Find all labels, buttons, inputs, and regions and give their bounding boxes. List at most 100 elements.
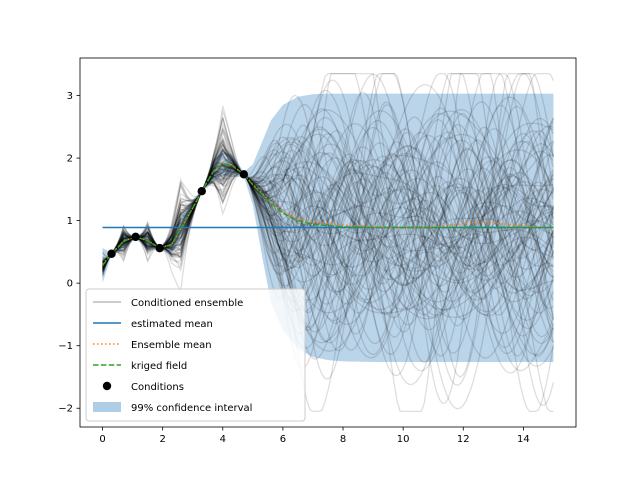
ensemble-realization (102, 127, 554, 360)
x-tick-label: 6 (280, 434, 286, 445)
ensemble-realization (102, 105, 554, 349)
y-tick-label: −1 (58, 341, 73, 352)
ensemble-realization (101, 72, 555, 354)
ensemble-realization (102, 136, 555, 352)
ensemble-realization (101, 134, 555, 374)
x-tick-label: 14 (517, 434, 530, 445)
ensemble-realization (102, 72, 555, 378)
ensemble-realization (102, 166, 554, 272)
ensemble-realization (102, 126, 555, 312)
ensemble-realization (102, 151, 554, 294)
mean-line-layer (101, 162, 554, 267)
ensemble-realization (101, 72, 554, 369)
ensemble-realization (102, 147, 555, 292)
ensemble-realization (101, 91, 554, 364)
ensemble-realization (101, 144, 555, 277)
plot-area (101, 72, 555, 413)
ensemble-realization (102, 116, 555, 359)
ensemble-realization (102, 132, 555, 276)
ensemble-realization (101, 136, 555, 321)
condition-point (131, 232, 140, 242)
ensemble-realization (101, 101, 554, 413)
ensemble-realization (102, 121, 555, 311)
ensemble-realization (102, 137, 555, 335)
ensemble-realization (101, 163, 555, 303)
ensemble-realization (102, 120, 554, 328)
condition-point (239, 170, 249, 179)
y-tick-label: −2 (58, 404, 73, 415)
ensemble-realization (101, 72, 554, 372)
x-tick-label: 8 (340, 434, 346, 445)
ensemble-realization (102, 159, 554, 318)
legend-label: kriged field (131, 361, 187, 372)
ensemble-realization (101, 101, 555, 406)
ensemble-realization (102, 167, 555, 330)
ensemble-realization (101, 89, 555, 310)
ensemble-realization (101, 113, 555, 367)
legend: Conditioned ensemble estimated mean Ensemb… (85, 288, 306, 422)
ensemble-realization (101, 121, 555, 345)
ensemble-realization (101, 94, 554, 357)
ensemble-realization (102, 105, 555, 327)
ensemble-realization (101, 72, 555, 410)
ensemble-realization (102, 139, 554, 314)
x-tick-label: 10 (397, 434, 410, 445)
legend-label: Conditioned ensemble (131, 298, 243, 309)
ensemble-layer (101, 72, 555, 413)
y-tick-label: 3 (67, 91, 73, 102)
ensemble-realization (102, 129, 555, 293)
ensemble-realization (102, 152, 554, 310)
condition-point (197, 187, 206, 196)
y-tick-label: 0 (67, 279, 73, 290)
legend-handle (93, 402, 121, 412)
ensemble-realization (102, 149, 555, 320)
ensemble-realization (102, 164, 555, 267)
ensemble-realization (102, 131, 554, 314)
ensemble-realization (102, 126, 554, 284)
x-tick-label: 0 (99, 434, 105, 445)
ensemble-realization (101, 135, 554, 273)
x-axis: 0 2 4 6 8 10 12 14 (99, 427, 530, 445)
conditions-layer (107, 170, 249, 258)
ensemble-realization (102, 119, 554, 345)
ensemble-realization (101, 133, 555, 321)
ensemble-realization (102, 122, 554, 314)
ensemble-realization (101, 72, 555, 413)
axes-frame (79, 57, 577, 428)
legend-label: Ensemble mean (131, 340, 212, 351)
x-tick-label: 4 (220, 434, 226, 445)
x-tick-label: 12 (457, 434, 470, 445)
legend-frame (85, 288, 306, 422)
ensemble-realization (102, 96, 555, 326)
ensemble-realization (101, 153, 554, 313)
x-tick-label: 2 (159, 434, 165, 445)
ensemble-realization (101, 116, 555, 351)
ensemble-realization (102, 147, 555, 311)
ensemble-realization (102, 117, 555, 356)
ensemble-realization (101, 165, 554, 277)
ensemble-realization (102, 154, 555, 356)
ensemble-realization (101, 160, 555, 278)
legend-label: estimated mean (131, 319, 213, 330)
ensemble-realization (102, 131, 554, 316)
ensemble-realization (101, 136, 554, 320)
legend-handle (102, 381, 112, 391)
y-axis: −2 −1 0 1 2 3 (58, 91, 80, 415)
ensemble-realization (102, 72, 554, 344)
ensemble-realization (102, 83, 554, 291)
ensemble-realization (101, 156, 554, 305)
ensemble-realization (102, 139, 555, 358)
ensemble-realization (102, 109, 555, 319)
ensemble-realization (102, 164, 555, 270)
ensemble-realization (101, 128, 554, 331)
ensemble-realization (102, 110, 555, 352)
legend-label: Conditions (131, 382, 184, 393)
ensemble-realization (101, 146, 554, 316)
ensemble-realization (102, 118, 555, 285)
condition-point (155, 243, 164, 253)
y-tick-label: 1 (67, 216, 73, 227)
ensemble-realization (102, 163, 554, 287)
ensemble-realization (102, 161, 554, 285)
ensemble-realization (102, 142, 555, 301)
